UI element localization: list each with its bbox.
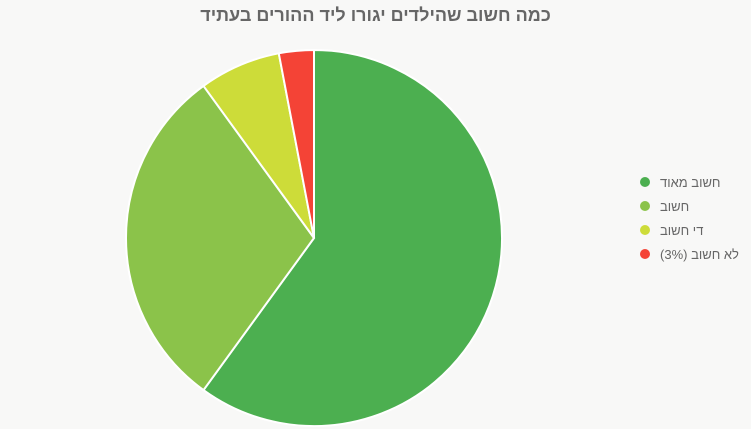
legend-item[interactable]: לא חשוב (3%) [640, 242, 739, 266]
legend-item[interactable]: חשוב [640, 194, 739, 218]
legend: חשוב מאוד חשוב די חשוב לא חשוב (3%) [640, 170, 739, 266]
legend-label: חשוב [660, 198, 690, 214]
legend-label: די חשוב [660, 222, 704, 238]
pie-slice [277, 48, 315, 239]
legend-label: חשוב מאוד [660, 174, 721, 190]
legend-marker [640, 225, 650, 235]
pie-slice [125, 84, 316, 392]
legend-marker [640, 201, 650, 211]
legend-item[interactable]: די חשוב [640, 218, 739, 242]
legend-item[interactable]: חשוב מאוד [640, 170, 739, 194]
legend-label: לא חשוב (3%) [660, 246, 739, 262]
legend-marker [640, 177, 650, 187]
legend-marker [640, 249, 650, 259]
chart-title: כמה חשוב שהילדים יגורו ליד ההורים בעתיד [200, 5, 551, 25]
pie-slice [202, 48, 503, 427]
